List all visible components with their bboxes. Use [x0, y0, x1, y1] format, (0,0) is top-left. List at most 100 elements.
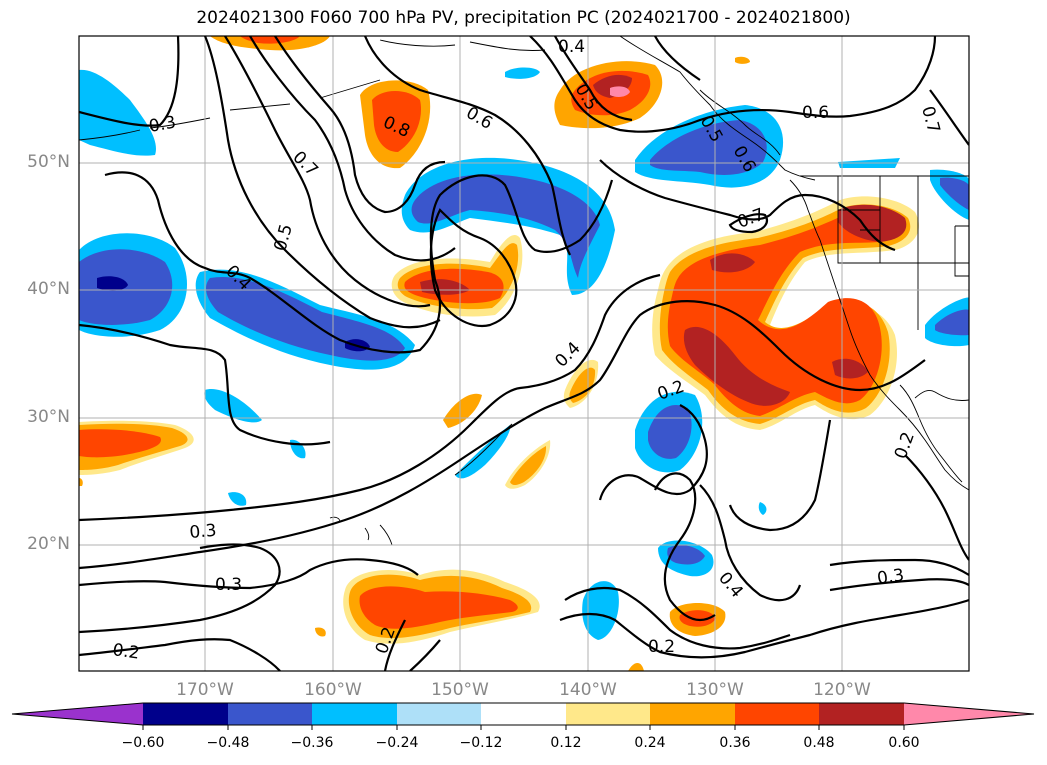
- colorbar-tick-label: 0.12: [550, 735, 582, 751]
- warm-region: [240, 36, 300, 44]
- pv-contour: [564, 586, 791, 650]
- colorbar-tick-label: −0.12: [459, 735, 503, 751]
- colorbar-tick-label: −0.24: [375, 735, 419, 751]
- colorbar-segment: [143, 703, 228, 725]
- pv-contour: [929, 89, 969, 146]
- pv-contour: [654, 472, 716, 622]
- blue-region: [204, 389, 262, 423]
- pv-contour: [599, 159, 896, 252]
- pv-contour: [654, 36, 701, 81]
- warm-region: [610, 86, 630, 97]
- colorbar-segment: [312, 703, 397, 725]
- contour-label: 0.3: [215, 575, 242, 595]
- warm-region: [443, 393, 482, 428]
- pv-contour: [203, 36, 441, 329]
- pv-contour: [79, 300, 926, 570]
- lon-label-130w: 130°W: [686, 680, 744, 700]
- pv-contour: [598, 404, 708, 501]
- pv-contour: [249, 36, 456, 262]
- warm-region: [315, 627, 326, 637]
- pv-contour: [224, 36, 431, 308]
- colorbar-tick-label: 0.48: [803, 735, 835, 751]
- pv-contour: [904, 454, 969, 561]
- pv-contour: [529, 36, 937, 133]
- pv-contour: [554, 36, 633, 122]
- warm-region: [628, 662, 644, 671]
- pv-contour: [559, 598, 969, 659]
- colorbar-ticks: [142, 725, 905, 730]
- contour-label: 0.3: [147, 113, 177, 137]
- colorbar-segment: [650, 703, 735, 725]
- warm-region: [510, 446, 547, 485]
- pv-contour: [728, 419, 832, 532]
- pv-contour: [829, 578, 969, 592]
- pv-contour: [79, 323, 331, 446]
- positive-shading: [79, 36, 919, 671]
- lat-label-30n: 30°N: [27, 407, 70, 427]
- colorbar-tick-label: −0.48: [206, 735, 250, 751]
- contour-label: 0.3: [876, 565, 906, 589]
- colorbar-tick-label: 0.60: [888, 735, 920, 751]
- lon-label-160w: 160°W: [304, 680, 362, 700]
- colorbar-segment: [481, 703, 566, 725]
- pv-contour: [274, 36, 446, 214]
- blue-region: [758, 502, 767, 515]
- pv-contour: [409, 639, 441, 671]
- lat-label-40n: 40°N: [27, 279, 70, 299]
- blue-region: [79, 69, 156, 156]
- blue-region: [228, 492, 247, 506]
- colorbar-extend-low: [12, 703, 143, 725]
- pv-contour: [79, 36, 180, 127]
- lon-label-120w: 120°W: [813, 680, 871, 700]
- warm-region: [569, 367, 596, 403]
- lon-label-150w: 150°W: [431, 680, 489, 700]
- pv-contour: [363, 36, 571, 256]
- pv-contour: [728, 213, 768, 234]
- colorbar-segment: [397, 703, 481, 725]
- contour-label: 0.6: [802, 103, 829, 123]
- map-plot-area: 0.3 0.4 0.5 0.6 0.7 0.8 0.6 0.4 0.5 0.7 …: [79, 36, 969, 671]
- lon-label-170w: 170°W: [176, 680, 234, 700]
- warm-region: [372, 91, 422, 152]
- pv-contour: [104, 171, 614, 354]
- pv-contour: [79, 558, 419, 590]
- pv-contour: [79, 273, 661, 522]
- colorbar-tick-label: 0.36: [719, 735, 751, 751]
- blue-region: [582, 581, 619, 640]
- pv-contour: [829, 558, 969, 576]
- blue-region: [935, 309, 969, 336]
- blue-region: [411, 174, 600, 278]
- colorbar-segment: [819, 703, 904, 725]
- blue-region: [940, 177, 969, 210]
- pv-contours: [79, 36, 969, 671]
- contour-label: 0.3: [189, 521, 218, 543]
- blue-region: [650, 120, 767, 175]
- pv-contour: [79, 543, 281, 634]
- pv-contour: [699, 484, 802, 602]
- lat-label-50n: 50°N: [27, 152, 70, 172]
- contour-label: 0.4: [558, 37, 585, 57]
- colorbar-extend-high: [904, 703, 1034, 725]
- warm-region: [832, 358, 868, 379]
- colorbar-tick-label: −0.60: [121, 735, 165, 751]
- warm-region: [79, 429, 161, 458]
- coastlines: [79, 36, 969, 546]
- colorbar-segment: [228, 703, 312, 725]
- colorbar-tick-label: −0.36: [290, 735, 334, 751]
- contour-label: 0.2: [648, 637, 675, 657]
- lon-label-140w: 140°W: [559, 680, 617, 700]
- colorbar-tick-label: 0.24: [634, 735, 666, 751]
- lat-label-20n: 20°N: [27, 534, 70, 554]
- warm-region: [359, 586, 518, 629]
- pv-contour: [383, 619, 406, 671]
- colorbar-segment: [735, 703, 819, 725]
- map-frame: [78, 35, 970, 672]
- blue-region: [97, 276, 128, 291]
- blue-region: [667, 545, 705, 565]
- colorbar-segment: [566, 703, 650, 725]
- pv-contour: [79, 638, 281, 671]
- contour-label: 0.2: [111, 640, 141, 664]
- warm-region: [683, 326, 790, 406]
- warm-region: [79, 478, 83, 486]
